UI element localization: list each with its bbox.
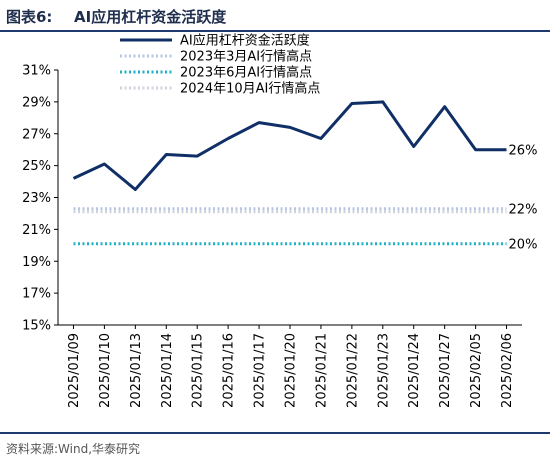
legend-label: AI应用杠杆资金活跃度 bbox=[180, 33, 310, 49]
series-end-label: 20% bbox=[509, 238, 538, 253]
y-tick-label: 27% bbox=[22, 127, 51, 142]
y-tick-label: 21% bbox=[22, 223, 51, 238]
x-tick-label: 2025/01/09 bbox=[67, 333, 82, 408]
x-tick-label: 2025/01/10 bbox=[98, 333, 113, 408]
x-tick-label: 2025/02/06 bbox=[500, 333, 515, 408]
series-end-label: 22% bbox=[509, 203, 538, 218]
line-chart: AI应用杠杆资金活跃度2023年3月AI行情高点2023年6月AI行情高点202… bbox=[22, 33, 538, 408]
x-tick-label: 2025/01/17 bbox=[253, 333, 268, 408]
figure-header: 图表6: AI应用杠杆资金活跃度 bbox=[0, 0, 550, 32]
legend-label: 2023年6月AI行情高点 bbox=[180, 65, 312, 81]
series-layer bbox=[72, 100, 507, 246]
y-tick-label: 19% bbox=[22, 255, 51, 270]
end-labels: 26% 22% 20% bbox=[509, 144, 538, 253]
y-tick-label: 31% bbox=[22, 64, 51, 79]
x-tick-label: 2025/01/23 bbox=[376, 333, 391, 408]
x-tick-label: 2025/01/24 bbox=[407, 333, 422, 408]
x-tick-label: 2025/01/20 bbox=[284, 333, 299, 408]
header-rule bbox=[0, 30, 550, 32]
x-tick-label: 2025/02/05 bbox=[469, 333, 484, 408]
x-tick-label: 2025/01/14 bbox=[160, 333, 175, 408]
figure-label: 图表6: bbox=[6, 8, 53, 26]
y-tick-label: 29% bbox=[22, 95, 51, 110]
y-tick-label: 15% bbox=[22, 319, 51, 334]
x-tick-label: 2025/01/13 bbox=[129, 333, 144, 408]
legend-label: 2024年10月AI行情高点 bbox=[180, 81, 320, 97]
x-tick-label: 2025/01/16 bbox=[222, 333, 237, 408]
y-tick-label: 25% bbox=[22, 159, 51, 174]
x-tick-label: 2025/01/21 bbox=[314, 333, 329, 408]
x-tick-label: 2025/01/27 bbox=[438, 333, 453, 408]
y-tick-label: 23% bbox=[22, 191, 51, 206]
axes: 15% 17% 19% 21% 23% 25% 27% 29% 31% 2025/01/09 202… bbox=[22, 64, 522, 408]
figure-footer: 资料来源:Wind,华泰研究 bbox=[0, 432, 550, 465]
series-line-main bbox=[72, 100, 507, 191]
chart-title: AI应用杠杆资金活跃度 bbox=[74, 8, 227, 26]
legend-label: 2023年3月AI行情高点 bbox=[180, 49, 312, 65]
series-end-label: 26% bbox=[509, 144, 538, 159]
source-note: 资料来源:Wind,华泰研究 bbox=[6, 442, 141, 456]
footer-rule bbox=[0, 432, 550, 434]
x-tick-label: 2025/01/15 bbox=[191, 333, 206, 408]
legend: AI应用杠杆资金活跃度2023年3月AI行情高点2023年6月AI行情高点202… bbox=[120, 33, 320, 97]
x-tick-label: 2025/01/22 bbox=[345, 333, 360, 408]
y-tick-label: 17% bbox=[22, 287, 51, 302]
